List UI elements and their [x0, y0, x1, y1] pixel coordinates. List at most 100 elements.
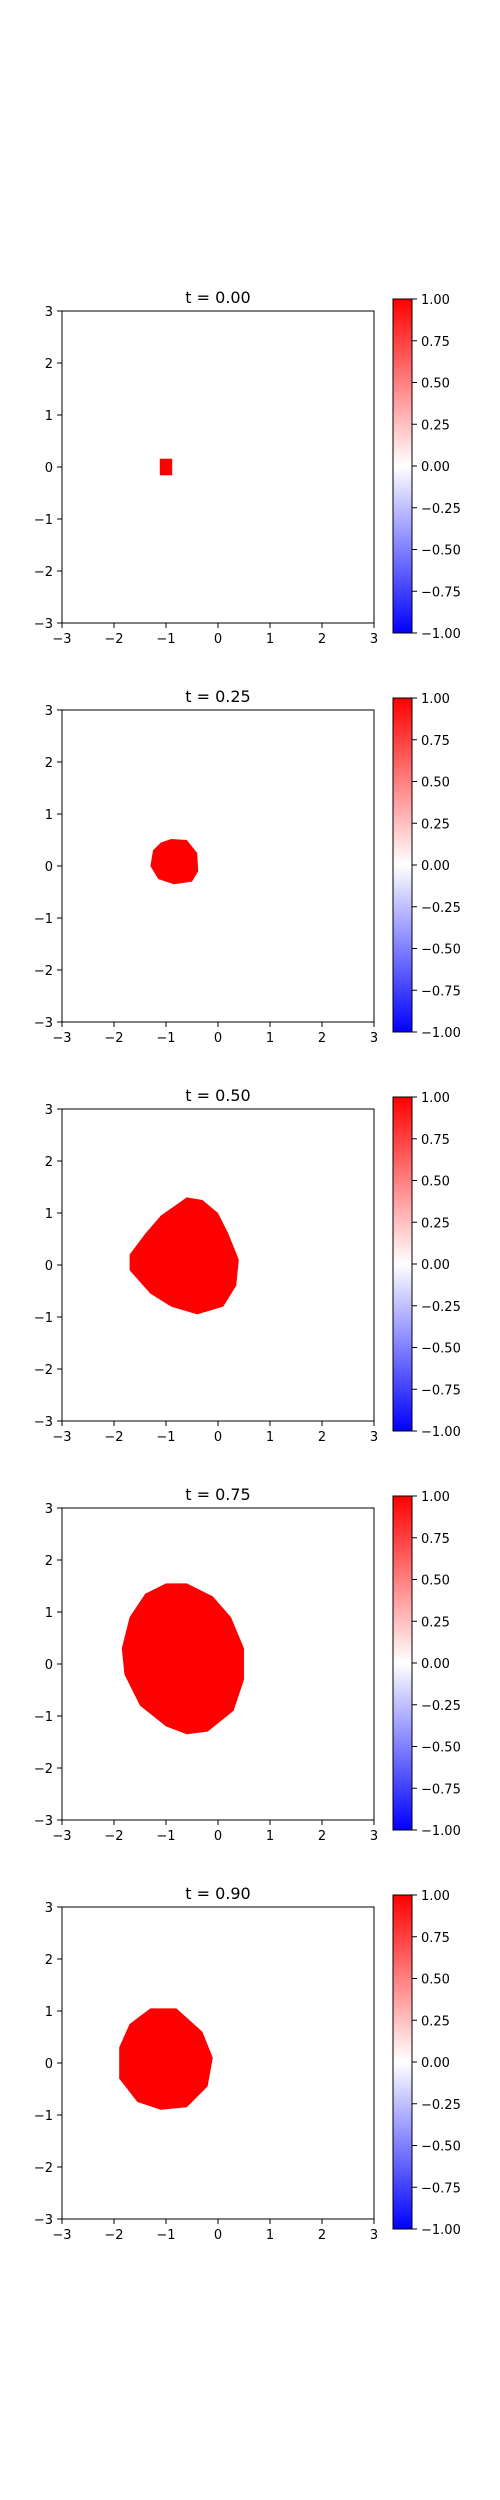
colorbar-tick-label: −0.50 [421, 943, 461, 958]
colorbar-tick-label: −0.25 [421, 901, 461, 916]
colorbar-tick-label: 1.00 [421, 1889, 450, 1904]
y-tick-label: −1 [34, 2109, 53, 2124]
panel-1: t = 0.25 −3 −2 −1 0 1 2 3 −3 −2 −1 0 1 2 3 1.00 0.75 0.50… [34, 687, 461, 1046]
y-tick-label: 0 [45, 1259, 53, 1274]
colorbar-tick-label: 0.50 [421, 1175, 450, 1190]
plot-area [62, 311, 374, 623]
colorbar-tick-label: 0.25 [421, 817, 450, 832]
y-tick-label: −2 [34, 2161, 53, 2176]
y-tick-label: 1 [45, 808, 53, 823]
colorbar-tick-label: −0.50 [421, 544, 461, 559]
colorbar-tick-label: 0.00 [421, 2056, 450, 2071]
x-tick-label: −2 [104, 1829, 123, 1844]
panel-title: t = 0.25 [185, 687, 250, 706]
x-tick-label: −1 [156, 1829, 175, 1844]
y-tick-label: 3 [45, 305, 53, 320]
colorbar-tick-label: −0.50 [421, 2140, 461, 2155]
x-tick-label: 2 [318, 632, 326, 647]
colorbar-tick-label: −0.25 [421, 2098, 461, 2113]
y-tick-label: 0 [45, 2057, 53, 2072]
y-tick-label: 2 [45, 756, 53, 771]
colorbar-tick-label: 0.50 [421, 1574, 450, 1589]
y-tick-label: 1 [45, 2005, 53, 2020]
filled-region [129, 1197, 239, 1315]
x-tick-label: −3 [52, 2228, 71, 2243]
colorbar-tick-label: −0.50 [421, 1342, 461, 1357]
x-tick-label: 1 [266, 632, 274, 647]
x-tick-label: 2 [318, 1829, 326, 1844]
colorbar-tick-label: 0.75 [421, 1931, 450, 1946]
y-tick-label: 3 [45, 1901, 53, 1916]
x-tick-label: −1 [156, 1031, 175, 1046]
y-tick-label: 3 [45, 1103, 53, 1118]
x-tick-label: −3 [52, 1031, 71, 1046]
x-tick-label: 0 [214, 1430, 222, 1445]
x-tick-label: −3 [52, 1829, 71, 1844]
y-tick-label: 2 [45, 357, 53, 372]
filled-region [159, 458, 173, 476]
y-tick-label: 0 [45, 461, 53, 476]
x-tick-label: 1 [266, 1430, 274, 1445]
x-tick-label: 3 [370, 632, 378, 647]
colorbar [392, 1495, 413, 1831]
colorbar-tick-label: −0.25 [421, 1699, 461, 1714]
panel-2: t = 0.50 −3 −2 −1 0 1 2 3 −3 −2 −1 0 1 2 3 1.00 0.75 0.50… [34, 1086, 461, 1445]
colorbar-tick-label: 0.75 [421, 1532, 450, 1547]
colorbar-tick-label: 1.00 [421, 692, 450, 707]
panel-title: t = 0.90 [185, 1884, 250, 1903]
y-tick-label: −2 [34, 964, 53, 979]
x-tick-label: 0 [214, 2228, 222, 2243]
colorbar-tick-label: 0.00 [421, 859, 450, 874]
x-tick-label: −2 [104, 1430, 123, 1445]
y-tick-label: −3 [34, 617, 53, 632]
filled-region [119, 2008, 213, 2110]
colorbar-tick-label: 0.50 [421, 776, 450, 791]
y-tick-label: 3 [45, 1502, 53, 1517]
colorbar-tick-label: 0.50 [421, 1973, 450, 1988]
colorbar [392, 298, 413, 634]
y-tick-label: 2 [45, 1554, 53, 1569]
filled-region [121, 1583, 244, 1735]
x-tick-label: −2 [104, 632, 123, 647]
panel-title: t = 0.00 [185, 288, 250, 307]
x-tick-label: 3 [370, 1031, 378, 1046]
colorbar-tick-label: −1.00 [421, 627, 461, 642]
y-tick-label: 1 [45, 1207, 53, 1222]
colorbar-tick-label: −0.50 [421, 1741, 461, 1756]
colorbar-tick-label: 0.25 [421, 1216, 450, 1231]
y-tick-label: −2 [34, 1363, 53, 1378]
panels: t = 0.00 −3 −2 −1 0 1 2 3 −3 −2 −1 0 1 2 3 1.00 0.75 0.50… [34, 288, 461, 2243]
colorbar-tick-label: −1.00 [421, 1824, 461, 1839]
panel-4: t = 0.90 −3 −2 −1 0 1 2 3 −3 −2 −1 0 1 2 3 1.00 0.75 0.50… [34, 1884, 461, 2243]
y-tick-label: 1 [45, 1606, 53, 1621]
x-tick-label: 3 [370, 2228, 378, 2243]
y-tick-label: −3 [34, 1415, 53, 1430]
panel-title: t = 0.50 [185, 1086, 250, 1105]
x-tick-label: −3 [52, 1430, 71, 1445]
colorbar-tick-label: 0.25 [421, 2014, 450, 2029]
x-tick-label: −1 [156, 1430, 175, 1445]
y-tick-label: −1 [34, 513, 53, 528]
y-tick-label: −3 [34, 1016, 53, 1031]
colorbar-tick-label: −1.00 [421, 1425, 461, 1440]
colorbar-tick-label: −1.00 [421, 2223, 461, 2238]
colorbar [392, 1894, 413, 2230]
x-tick-label: −3 [52, 632, 71, 647]
x-tick-label: 3 [370, 1829, 378, 1844]
y-tick-label: −1 [34, 1710, 53, 1725]
plot-area [62, 710, 374, 1022]
colorbar-tick-label: −0.25 [421, 1300, 461, 1315]
x-tick-label: 0 [214, 1031, 222, 1046]
colorbar-tick-label: 1.00 [421, 293, 450, 308]
colorbar-tick-label: 0.75 [421, 734, 450, 749]
x-tick-label: −1 [156, 2228, 175, 2243]
x-tick-label: 1 [266, 2228, 274, 2243]
y-tick-label: −2 [34, 565, 53, 580]
y-tick-label: 3 [45, 704, 53, 719]
colorbar-tick-label: 0.25 [421, 418, 450, 433]
filled-region [150, 839, 199, 885]
x-tick-label: 2 [318, 1430, 326, 1445]
x-tick-label: −1 [156, 632, 175, 647]
colorbar-tick-label: 1.00 [421, 1490, 450, 1505]
